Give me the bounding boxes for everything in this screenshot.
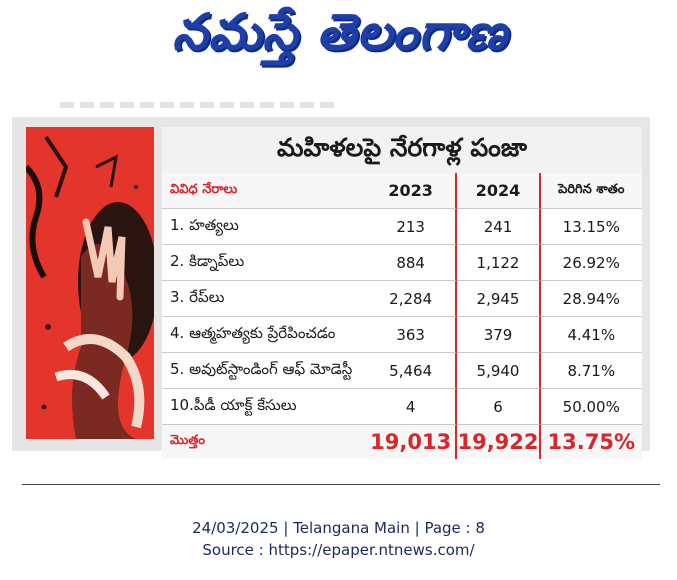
value-2023-cell: 2,284 bbox=[365, 281, 458, 317]
table-row: 5. అవుట్‌స్టాండింగ్ ఆఫ్ మోడెస్టీ 5,464 5… bbox=[162, 353, 642, 389]
faded-divider bbox=[60, 102, 340, 108]
crime-statistics-table: వివిధ నేరాలు 2023 2024 పెరిగిన శాతం 1. హ… bbox=[162, 173, 642, 459]
footer-divider bbox=[22, 484, 660, 485]
article-headline: మహిళలపై నేరగాళ్ల పంజా bbox=[162, 127, 642, 175]
value-2023-cell: 363 bbox=[365, 317, 458, 353]
value-2023-cell: 4 bbox=[365, 389, 458, 425]
article-clipping: మహిళలపై నేరగాళ్ల పంజా వివిధ నేరాలు 2023 … bbox=[12, 117, 650, 459]
header-crime-type: వివిధ నేరాలు bbox=[162, 173, 366, 209]
footer-edition-info: 24/03/2025 | Telangana Main | Page : 8 bbox=[192, 519, 485, 537]
table-row: 1. హత్యలు 213 241 13.15% bbox=[162, 209, 642, 245]
header-year-2023: 2023 bbox=[365, 173, 458, 209]
header-year-2024: 2024 bbox=[457, 173, 541, 209]
value-2024-cell: 5,940 bbox=[457, 353, 541, 389]
value-2024-cell: 6 bbox=[457, 389, 541, 425]
illustration-image bbox=[26, 127, 154, 439]
value-2023-cell: 213 bbox=[365, 209, 458, 245]
total-label: మొత్తం bbox=[162, 425, 366, 459]
value-2024-cell: 241 bbox=[457, 209, 541, 245]
newspaper-masthead: నమస్తే తెలంగాణ bbox=[130, 2, 550, 72]
increase-cell: 4.41% bbox=[540, 317, 642, 353]
total-2023: 19,013 bbox=[365, 425, 458, 459]
crime-name-cell: 5. అవుట్‌స్టాండింగ్ ఆఫ్ మోడెస్టీ bbox=[162, 353, 366, 389]
distressed-woman-illustration bbox=[26, 127, 154, 439]
increase-cell: 13.15% bbox=[540, 209, 642, 245]
value-2024-cell: 1,122 bbox=[457, 245, 541, 281]
crime-name-cell: 3. రేప్‌లు bbox=[162, 281, 366, 317]
increase-cell: 26.92% bbox=[540, 245, 642, 281]
masthead-title: నమస్తే తెలంగాణ bbox=[172, 2, 508, 61]
crime-name-cell: 4. ఆత్మహత్యకు ప్రేరేపించడం bbox=[162, 317, 366, 353]
value-2023-cell: 5,464 bbox=[365, 353, 458, 389]
footer-source: Source : https://epaper.ntnews.com/ bbox=[202, 541, 475, 559]
crime-name-cell: 10.పీడీ యాక్ట్ కేసులు bbox=[162, 389, 366, 425]
crime-name-cell: 2. కిడ్నాప్‌లు bbox=[162, 245, 366, 281]
table-row: 2. కిడ్నాప్‌లు 884 1,122 26.92% bbox=[162, 245, 642, 281]
increase-cell: 28.94% bbox=[540, 281, 642, 317]
crime-name-cell: 1. హత్యలు bbox=[162, 209, 366, 245]
table-total-row: మొత్తం 19,013 19,922 13.75% bbox=[162, 425, 642, 459]
table-row: 4. ఆత్మహత్యకు ప్రేరేపించడం 363 379 4.41% bbox=[162, 317, 642, 353]
value-2024-cell: 2,945 bbox=[457, 281, 541, 317]
increase-cell: 8.71% bbox=[540, 353, 642, 389]
increase-cell: 50.00% bbox=[540, 389, 642, 425]
total-2024: 19,922 bbox=[457, 425, 541, 459]
headline-text: మహిళలపై నేరగాళ్ల పంజా bbox=[277, 133, 527, 162]
total-increase: 13.75% bbox=[540, 425, 642, 459]
header-increase-percent: పెరిగిన శాతం bbox=[540, 173, 642, 209]
value-2023-cell: 884 bbox=[365, 245, 458, 281]
table-row: 3. రేప్‌లు 2,284 2,945 28.94% bbox=[162, 281, 642, 317]
table-header-row: వివిధ నేరాలు 2023 2024 పెరిగిన శాతం bbox=[162, 173, 642, 209]
value-2024-cell: 379 bbox=[457, 317, 541, 353]
table-row: 10.పీడీ యాక్ట్ కేసులు 4 6 50.00% bbox=[162, 389, 642, 425]
